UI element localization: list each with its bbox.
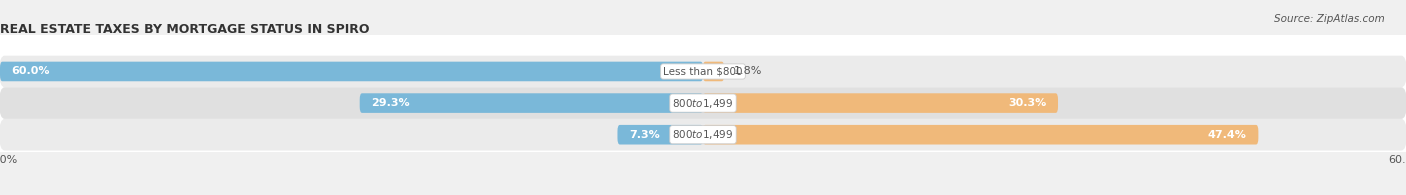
Text: 1.8%: 1.8%	[734, 66, 762, 76]
Text: $800 to $1,499: $800 to $1,499	[672, 97, 734, 110]
FancyBboxPatch shape	[703, 62, 724, 81]
Text: 47.4%: 47.4%	[1208, 130, 1247, 140]
FancyBboxPatch shape	[0, 62, 703, 81]
FancyBboxPatch shape	[0, 56, 1406, 87]
FancyBboxPatch shape	[360, 93, 703, 113]
FancyBboxPatch shape	[617, 125, 703, 144]
Text: 60.0%: 60.0%	[11, 66, 51, 76]
Text: $800 to $1,499: $800 to $1,499	[672, 128, 734, 141]
FancyBboxPatch shape	[0, 87, 1406, 119]
Text: 30.3%: 30.3%	[1008, 98, 1046, 108]
Text: Source: ZipAtlas.com: Source: ZipAtlas.com	[1274, 14, 1385, 24]
FancyBboxPatch shape	[703, 125, 1258, 144]
Text: 7.3%: 7.3%	[630, 130, 659, 140]
Text: Less than $800: Less than $800	[664, 66, 742, 76]
FancyBboxPatch shape	[703, 93, 1057, 113]
FancyBboxPatch shape	[0, 119, 1406, 151]
Text: REAL ESTATE TAXES BY MORTGAGE STATUS IN SPIRO: REAL ESTATE TAXES BY MORTGAGE STATUS IN …	[0, 23, 370, 36]
Text: 29.3%: 29.3%	[371, 98, 411, 108]
